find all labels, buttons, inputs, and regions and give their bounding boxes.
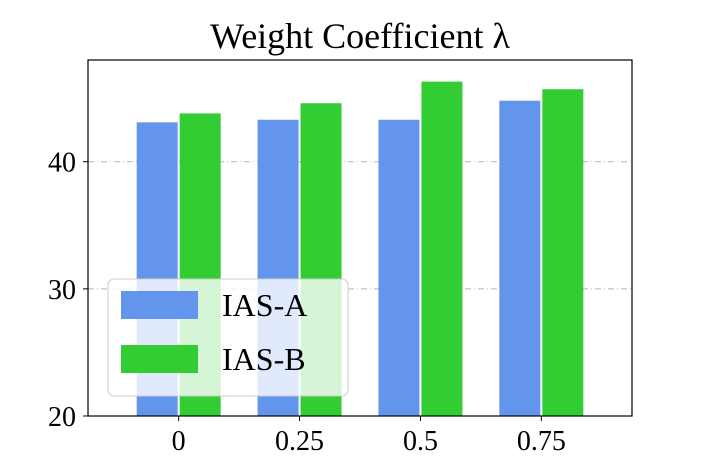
x-tick-label: 0.5 (403, 426, 438, 457)
plot-frame (87, 59, 633, 417)
x-tick-label: 0.25 (275, 426, 324, 457)
x-tick-label: 0.75 (517, 426, 566, 457)
y-tick-label: 40 (48, 148, 76, 179)
bar-ias-a-2 (378, 119, 420, 416)
y-tick-label: 30 (48, 275, 76, 306)
legend-label-ias-a: IAS-A (222, 287, 307, 323)
legend-swatch-ias-b (121, 345, 198, 373)
legend-swatch-ias-a (121, 291, 198, 319)
bar-ias-b-2 (421, 81, 463, 416)
bar-ias-b-3 (542, 89, 584, 416)
chart-title: Weight Coefficient λ (210, 16, 510, 56)
axis-ticks: 20 30 40 0 0.25 0.5 0.75 (48, 148, 566, 457)
bar-ias-a-3 (499, 100, 541, 416)
y-tick-label: 20 (48, 402, 76, 433)
x-tick-label: 0 (172, 426, 186, 457)
legend-label-ias-b: IAS-B (222, 341, 306, 377)
bars (136, 81, 584, 417)
legend: IAS-A IAS-B (107, 278, 349, 397)
